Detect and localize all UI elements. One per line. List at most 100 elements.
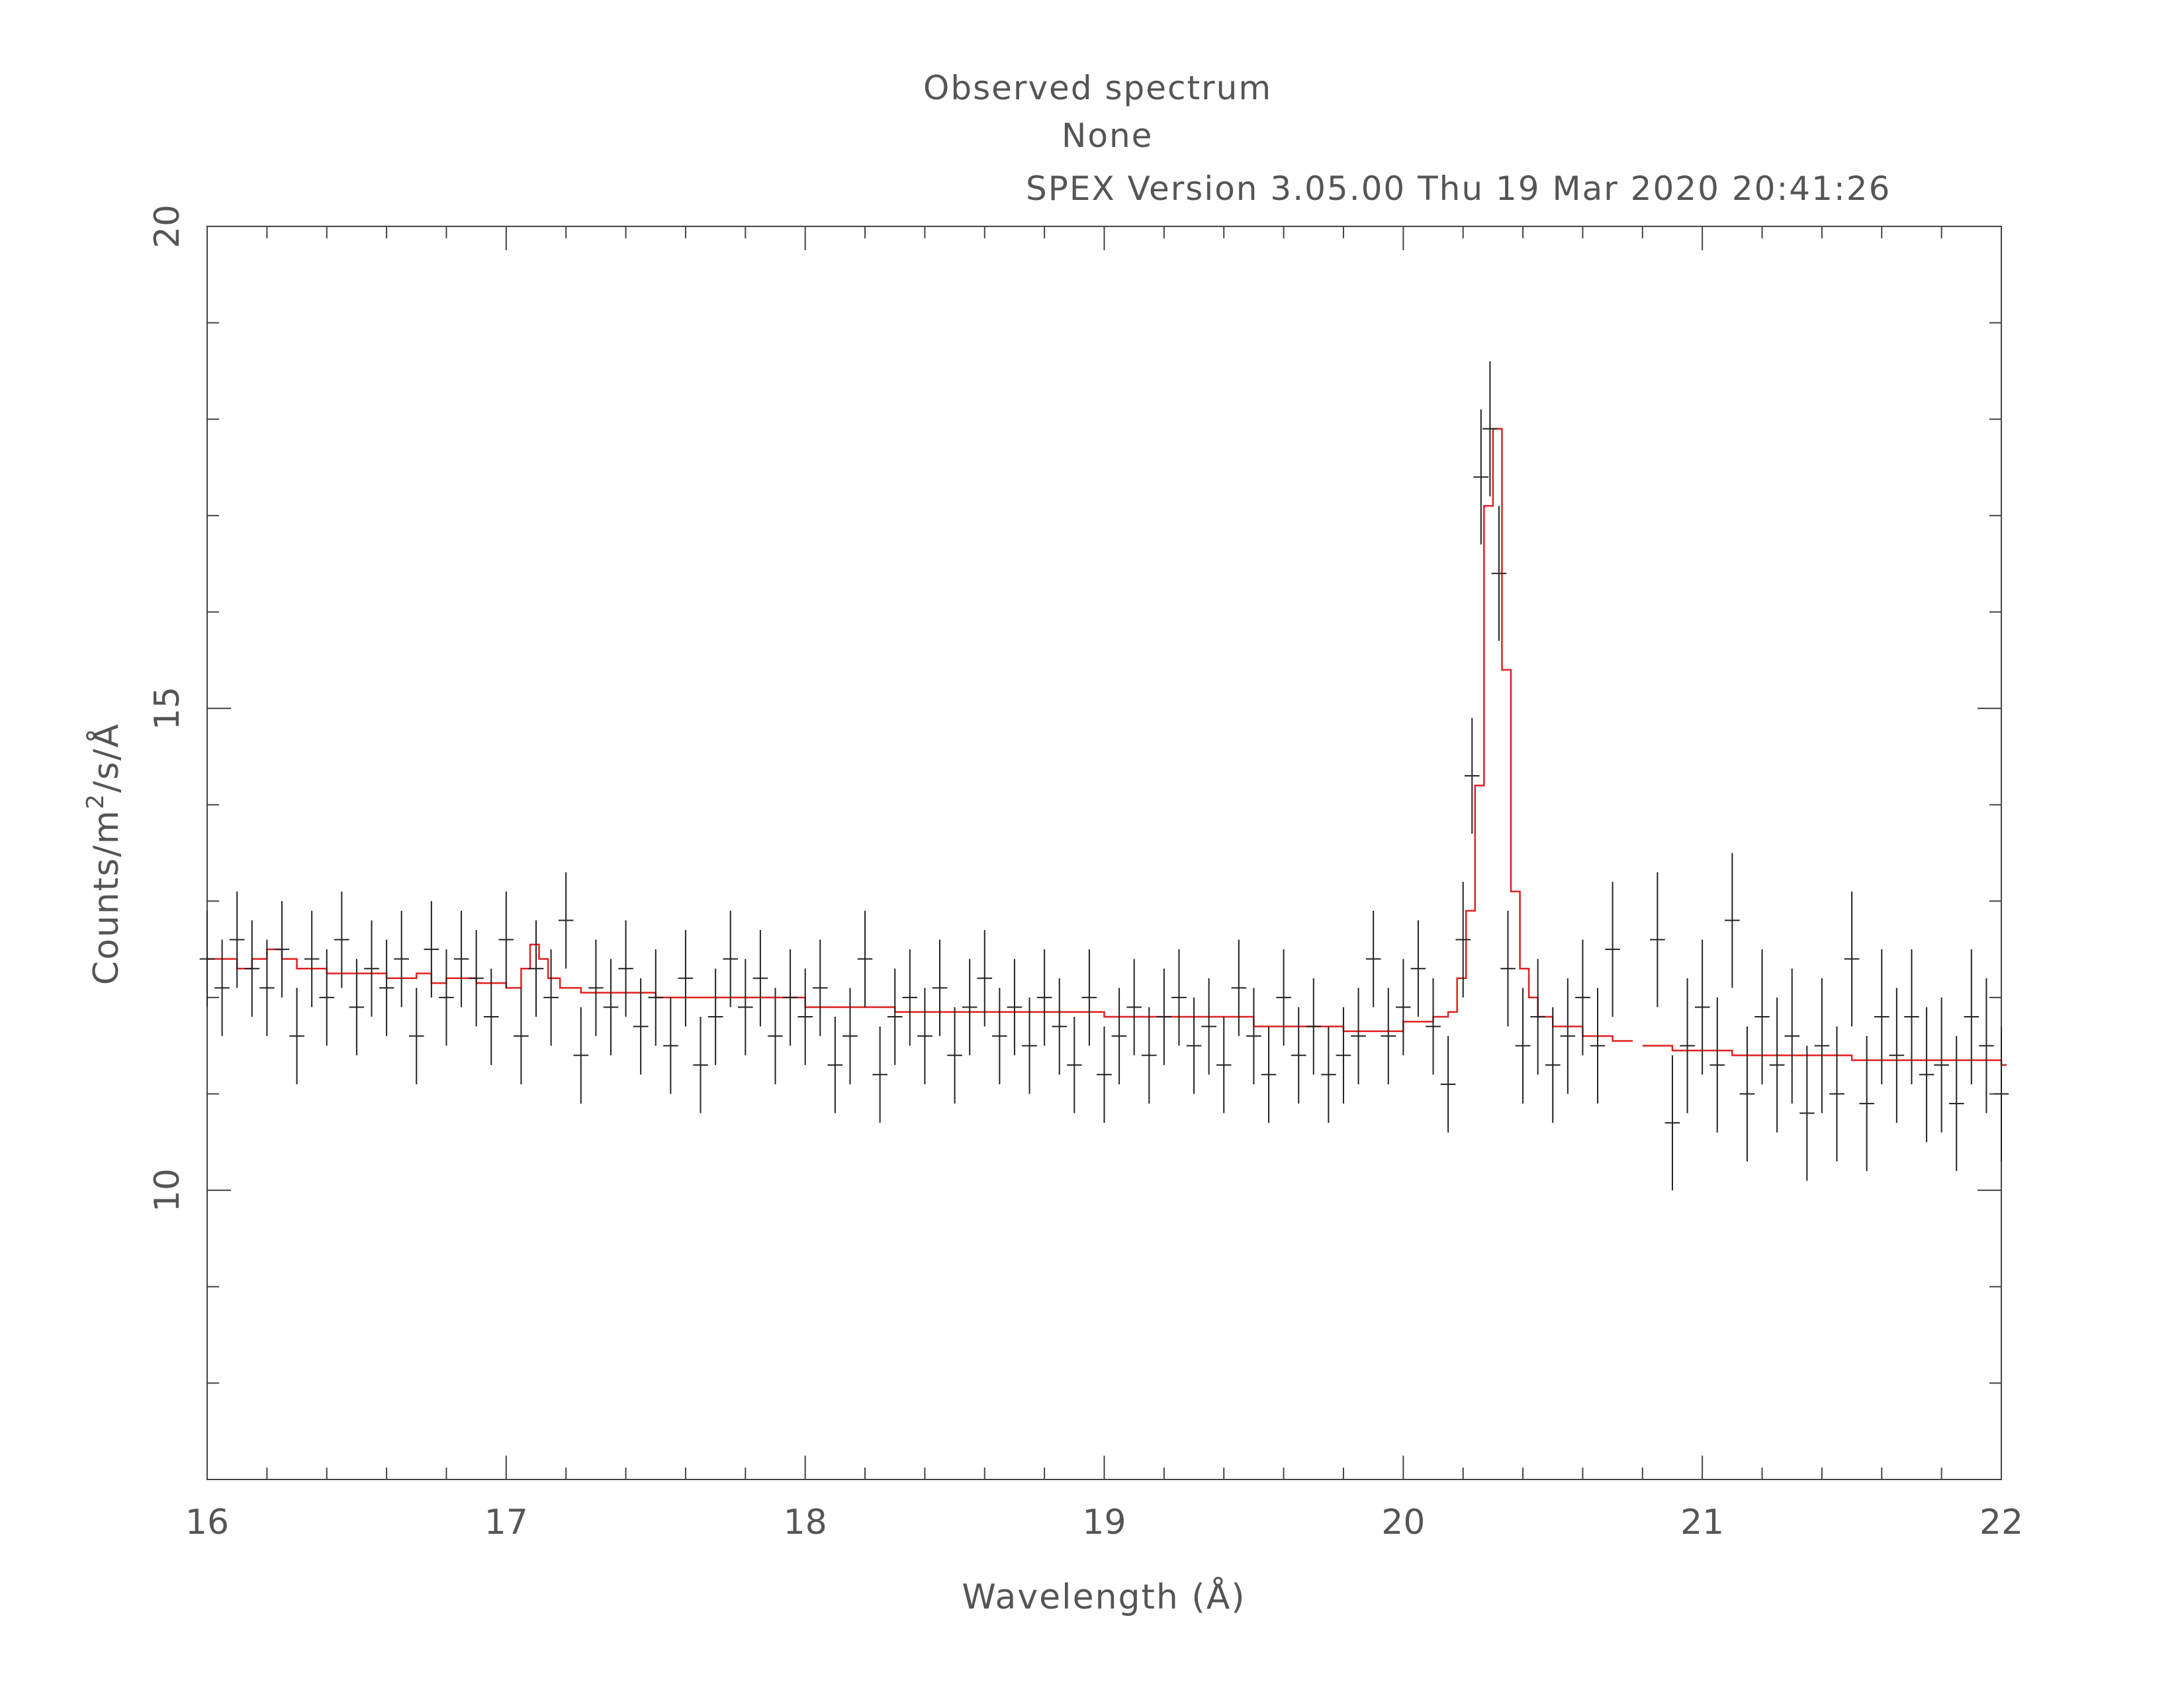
data-point	[1052, 978, 1068, 1075]
data-point	[1410, 920, 1426, 1017]
data-point	[857, 910, 873, 1008]
data-point	[304, 910, 320, 1008]
y-tick-label: 10	[148, 1168, 187, 1212]
chart-title: Observed spectrum	[923, 69, 1273, 107]
y-axis-label-exponent: 2	[82, 793, 109, 810]
data-point	[1560, 978, 1576, 1094]
data-point	[707, 968, 723, 1065]
data-point	[1844, 891, 1860, 1027]
data-point	[483, 968, 499, 1065]
data-point	[558, 872, 574, 969]
data-point	[618, 920, 633, 1017]
data-point	[319, 949, 335, 1046]
data-point	[633, 978, 649, 1075]
data-point	[229, 891, 245, 988]
data-point	[453, 910, 469, 1008]
y-axis-label-rest: /s/Å	[85, 723, 126, 793]
data-point	[1575, 939, 1590, 1056]
x-tick-label: 17	[484, 1503, 528, 1542]
data-point	[1201, 978, 1216, 1075]
data-point	[1186, 997, 1202, 1094]
data-point	[1664, 1055, 1680, 1191]
data-point	[1365, 910, 1381, 1008]
data-point	[424, 901, 439, 998]
data-point	[1934, 997, 1949, 1133]
data-point	[1440, 1036, 1456, 1133]
data-point	[1904, 949, 1919, 1084]
data-point	[1455, 882, 1471, 998]
data-point	[1545, 1007, 1561, 1123]
data-point	[1464, 718, 1480, 834]
data-point	[1261, 1026, 1277, 1123]
data-point	[1097, 1026, 1112, 1123]
data-point	[812, 939, 828, 1037]
data-point	[1739, 1026, 1755, 1162]
tick-labels: 16 17 18 19 20 21 22 10 15 20	[148, 205, 2023, 1542]
data-point	[543, 949, 559, 1046]
data-point	[1814, 978, 1830, 1113]
data-point	[1725, 853, 1740, 988]
y-tick-label: 20	[148, 205, 187, 248]
data-point	[1216, 1017, 1232, 1113]
axis-ticks	[206, 226, 2002, 1479]
x-tick-label: 20	[1381, 1503, 1425, 1542]
data-point	[1919, 1007, 1934, 1143]
data-point	[1473, 409, 1489, 545]
data-point	[992, 988, 1007, 1084]
data-point	[1530, 959, 1545, 1075]
data-point	[1709, 997, 1725, 1133]
data-point	[588, 939, 604, 1037]
data-point	[1231, 939, 1247, 1037]
data-point	[797, 968, 813, 1065]
data-point	[947, 1007, 962, 1104]
data-point	[902, 949, 918, 1046]
data-point	[244, 920, 260, 1017]
x-tick-label: 21	[1680, 1503, 1724, 1542]
data-point	[514, 988, 529, 1084]
data-point	[1126, 959, 1142, 1056]
observed-data	[199, 361, 2009, 1191]
data-point	[1246, 988, 1261, 1084]
data-point	[1067, 1017, 1082, 1113]
data-point	[379, 939, 394, 1037]
data-point	[1381, 988, 1396, 1084]
data-point	[573, 1007, 589, 1104]
data-point	[1680, 978, 1695, 1113]
data-point	[1948, 1036, 1964, 1172]
data-point	[1500, 910, 1516, 1027]
data-point	[289, 988, 304, 1084]
x-tick-label: 18	[784, 1503, 827, 1542]
data-point	[1306, 978, 1322, 1075]
data-point	[842, 988, 858, 1084]
data-point	[1007, 959, 1023, 1056]
model-curve	[207, 428, 2007, 1066]
data-point	[1889, 988, 1905, 1123]
data-point	[334, 891, 349, 988]
data-point	[1605, 882, 1620, 1017]
version-stamp: SPEX Version 3.05.00 Thu 19 Mar 2020 20:…	[1026, 169, 1891, 208]
data-point	[1964, 949, 1979, 1084]
data-point	[528, 920, 544, 1017]
data-point	[1769, 997, 1785, 1133]
data-point	[872, 1026, 887, 1123]
x-axis-label: Wavelength (Å)	[962, 1576, 1246, 1617]
model-segment	[207, 428, 1633, 1042]
y-axis-label: Counts/m2/s/Å	[82, 723, 126, 985]
data-point	[1022, 997, 1037, 1094]
data-point	[1321, 1026, 1336, 1123]
data-point	[199, 910, 215, 1008]
data-point	[1291, 1007, 1306, 1104]
model-segment	[1642, 1045, 2007, 1066]
data-point	[394, 910, 409, 1008]
data-point	[349, 959, 365, 1056]
data-point	[259, 939, 275, 1037]
data-point	[1081, 949, 1097, 1046]
data-point	[1829, 1026, 1844, 1162]
data-point	[469, 929, 484, 1027]
data-point	[1799, 1045, 1815, 1181]
data-point	[723, 910, 739, 1008]
data-point	[768, 988, 783, 1084]
data-point	[214, 939, 230, 1037]
data-point	[1141, 1007, 1157, 1104]
